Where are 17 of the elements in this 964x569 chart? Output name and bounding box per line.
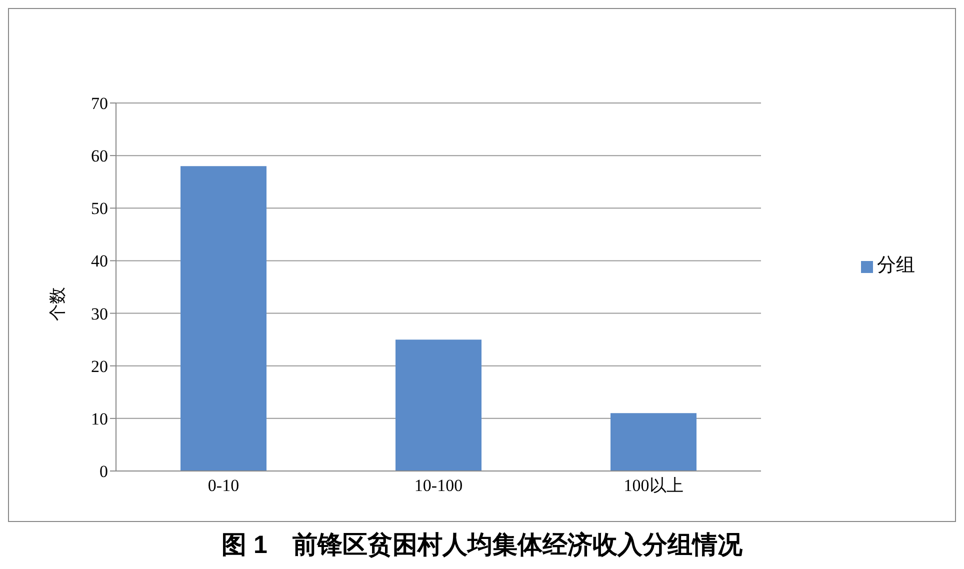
x-tick-label: 100以上 xyxy=(624,476,684,496)
x-tick-label: 10-100 xyxy=(414,476,463,496)
x-tick-label: 0-10 xyxy=(208,476,240,496)
y-tick-label: 10 xyxy=(91,409,108,428)
bar xyxy=(610,413,696,471)
y-tick-label: 20 xyxy=(91,356,108,376)
y-tick-label: 50 xyxy=(91,199,108,218)
text: 图 1 前锋区贫困村人均集体经济收入分组情况 xyxy=(220,530,744,561)
y-tick-label: 0 xyxy=(100,462,108,482)
y-tick-label: 60 xyxy=(91,146,108,166)
y-axis-title: 个数 xyxy=(48,287,68,321)
y-tick-label: 70 xyxy=(91,94,108,114)
y-tick-label: 30 xyxy=(91,304,108,324)
bar xyxy=(396,340,482,471)
y-tick-label: 40 xyxy=(91,252,108,271)
bar xyxy=(180,166,266,471)
legend-label: 分组 xyxy=(877,255,915,276)
